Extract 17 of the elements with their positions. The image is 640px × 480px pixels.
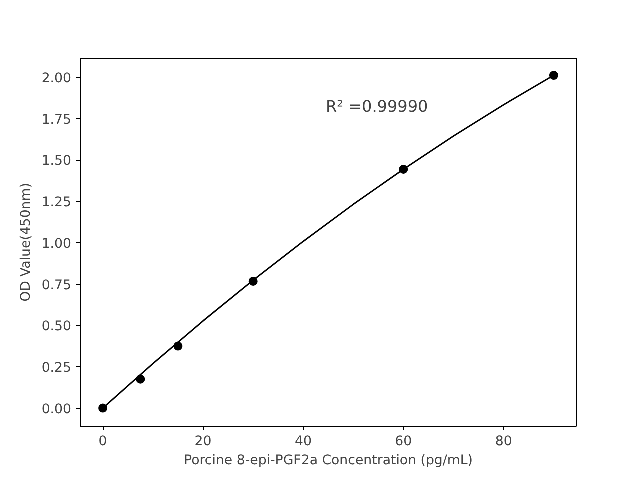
y-axis-title: OD Value(450nm) <box>18 183 34 302</box>
y-tick-label: 2.00 <box>42 72 72 87</box>
y-tick-label: 0.50 <box>42 320 72 335</box>
y-tick-label: 1.50 <box>42 154 72 170</box>
x-tick-label: 60 <box>395 434 412 450</box>
y-tick-label: 0.75 <box>42 278 72 294</box>
y-tick-label: 1.00 <box>42 236 72 252</box>
y-tick-label: 1.25 <box>42 196 72 211</box>
x-tick-label: 20 <box>194 434 212 450</box>
x-tick-label: 40 <box>294 434 312 450</box>
x-tick-label: 0 <box>98 434 108 450</box>
annotation: R² =0.99990 <box>326 96 428 116</box>
x-tick-label: 80 <box>495 434 512 450</box>
x-axis-title: Porcine 8-epi-PGF2a Concentration (pg/mL) <box>184 454 473 468</box>
y-tick-label: 0.25 <box>42 360 72 376</box>
y-tick-label: 1.75 <box>42 112 72 128</box>
y-tick-label: 0.00 <box>42 402 72 418</box>
